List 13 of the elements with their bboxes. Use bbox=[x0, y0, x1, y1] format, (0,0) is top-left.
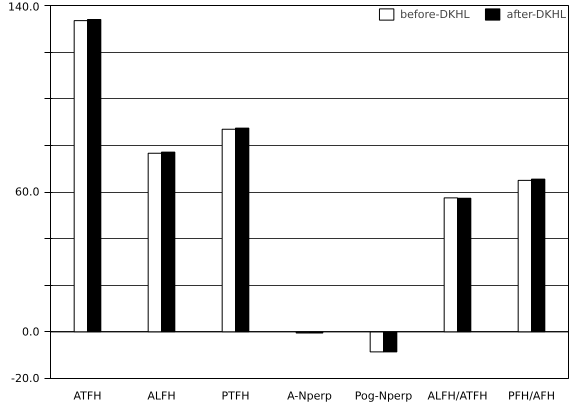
x-tick-label: Pog-Nperp bbox=[354, 390, 412, 402]
x-tick-label: PFH/AFH bbox=[508, 390, 556, 402]
y-tick-label: 0.0 bbox=[22, 325, 40, 338]
legend-label: after-DKHL bbox=[506, 8, 566, 20]
x-tick-label: ALFH bbox=[147, 390, 176, 402]
x-tick-label: PTFH bbox=[222, 390, 250, 402]
y-tick-label: 140.0 bbox=[8, 0, 40, 14]
legend-label: before-DKHL bbox=[400, 8, 470, 20]
y-tick-label: 60.0 bbox=[15, 186, 40, 198]
x-tick-label: ALFH/ATFH bbox=[428, 390, 488, 402]
x-tick-label: A-Nperp bbox=[287, 390, 332, 402]
y-tick-label: -20.0 bbox=[11, 372, 40, 385]
x-tick-label: ATFH bbox=[74, 390, 102, 402]
